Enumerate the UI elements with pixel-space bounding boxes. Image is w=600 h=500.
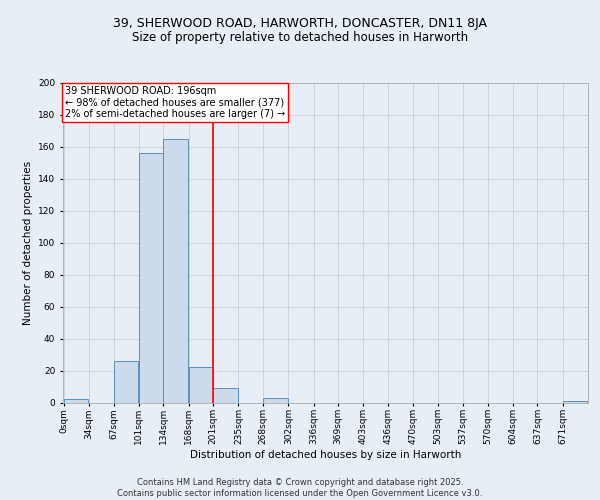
Y-axis label: Number of detached properties: Number of detached properties (23, 160, 32, 324)
Text: 39, SHERWOOD ROAD, HARWORTH, DONCASTER, DN11 8JA: 39, SHERWOOD ROAD, HARWORTH, DONCASTER, … (113, 18, 487, 30)
Bar (263, 398, 287, 402)
Bar (139, 153, 163, 402)
Bar (213, 388, 238, 402)
X-axis label: Distribution of detached houses by size in Harworth: Distribution of detached houses by size … (190, 450, 461, 460)
Text: Contains HM Land Registry data © Crown copyright and database right 2025.
Contai: Contains HM Land Registry data © Crown c… (118, 478, 482, 498)
Bar (188, 368, 213, 402)
Bar (563, 401, 587, 402)
Bar (64, 400, 88, 402)
Text: Size of property relative to detached houses in Harworth: Size of property relative to detached ho… (132, 31, 468, 44)
Bar (163, 138, 188, 402)
Text: 39 SHERWOOD ROAD: 196sqm
← 98% of detached houses are smaller (377)
2% of semi-d: 39 SHERWOOD ROAD: 196sqm ← 98% of detach… (65, 86, 286, 119)
Bar (113, 361, 138, 403)
